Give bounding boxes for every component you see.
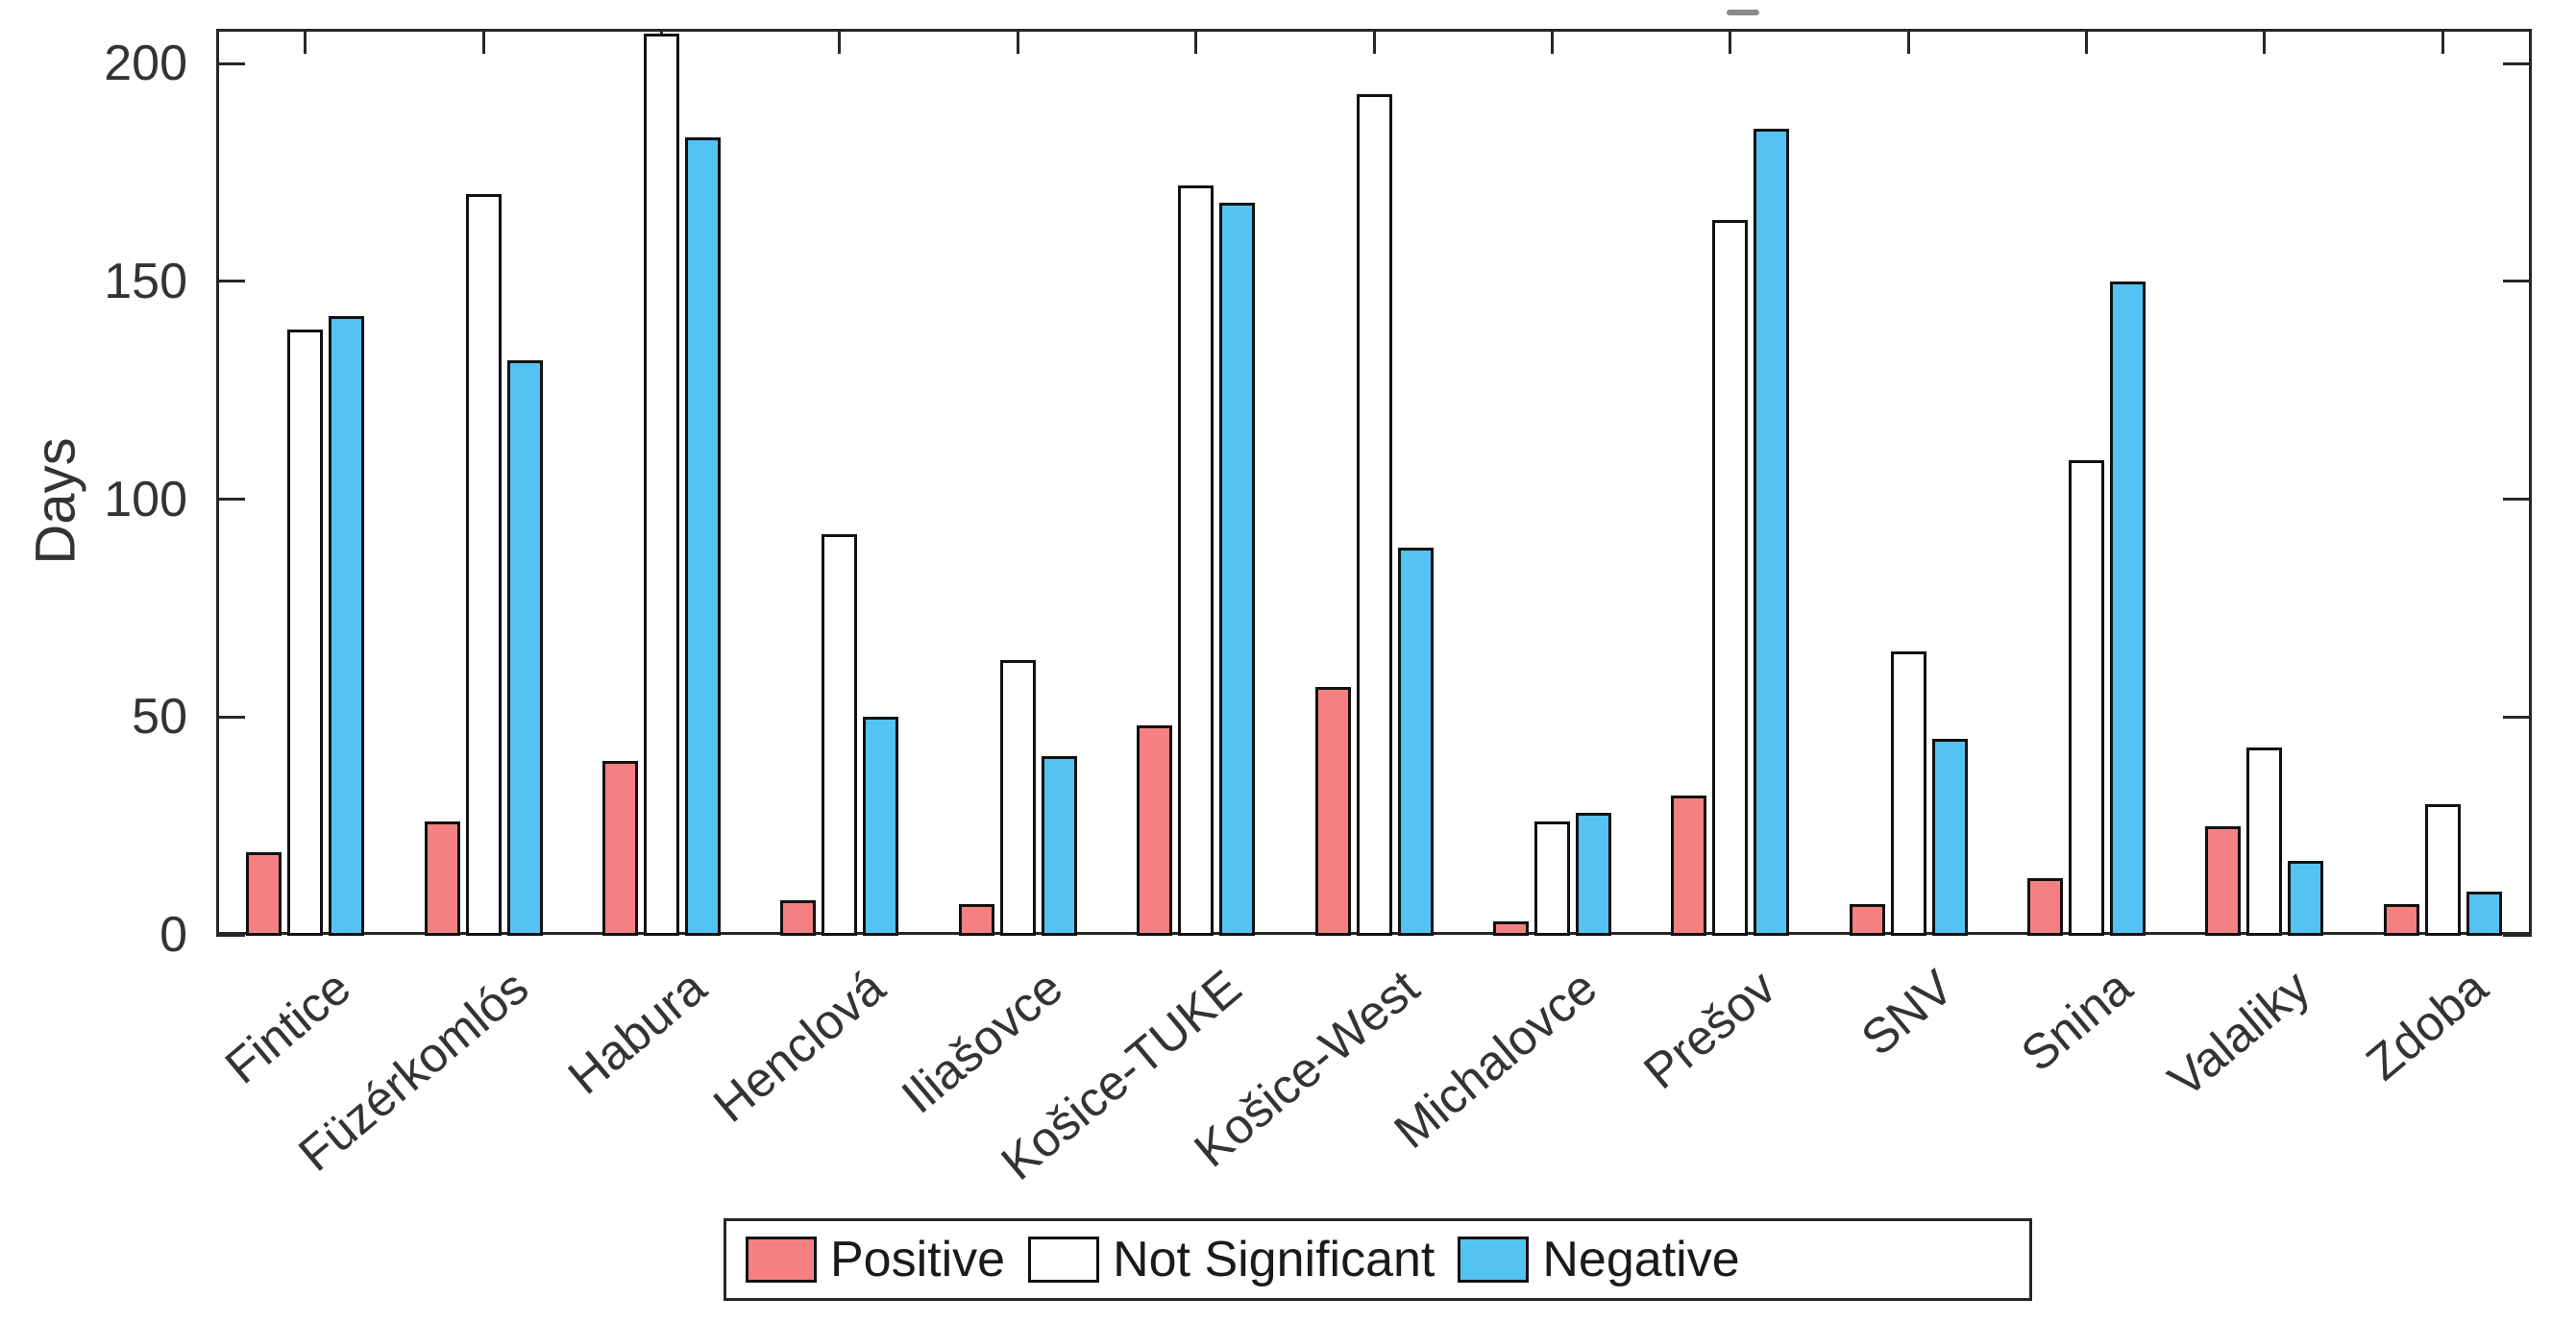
bar-not-significant [2246, 747, 2283, 936]
y-tick-label: 150 [104, 253, 187, 309]
y-tick-right [2503, 280, 2532, 283]
bar-positive [424, 821, 460, 936]
legend-swatch-icon [1458, 1237, 1530, 1283]
x-tick-top [2441, 29, 2444, 54]
x-tick-top [2085, 29, 2089, 54]
x-tick-top [838, 29, 842, 54]
legend-item: Positive [746, 1231, 1005, 1288]
x-tick-label: Valaliky [2157, 959, 2320, 1108]
bar-negative [506, 359, 543, 936]
legend-label: Positive [830, 1232, 1006, 1287]
bar-not-significant [1712, 220, 1749, 936]
bar-positive [2027, 878, 2064, 936]
bar-not-significant [822, 533, 858, 936]
legend-item: Not Significant [1028, 1231, 1435, 1288]
x-tick-label: Snina [2010, 959, 2142, 1082]
y-tick-left [216, 933, 245, 937]
bar-negative [863, 717, 899, 936]
legend-item: Negative [1458, 1231, 1740, 1288]
bar-negative [1754, 129, 1790, 936]
x-tick-label: Henclová [702, 959, 895, 1133]
bar-negative [1041, 756, 1077, 936]
y-tick-right [2503, 715, 2532, 719]
bar-positive [1671, 795, 1707, 936]
x-tick-label: Iliašovce [891, 959, 1073, 1124]
x-tick-top [2263, 29, 2267, 54]
legend: Positive Not Significant Negative [724, 1218, 2032, 1301]
bar-negative [2466, 891, 2502, 936]
y-tick-right [2503, 61, 2532, 65]
x-tick-label: Prešov [1632, 959, 1786, 1100]
bar-not-significant [643, 33, 679, 936]
y-tick-left [216, 280, 245, 283]
bar-not-significant [999, 660, 1036, 936]
y-tick-left [216, 498, 245, 502]
bar-negative [329, 316, 365, 936]
bar-negative [2110, 281, 2147, 936]
x-tick-top [1906, 29, 1910, 54]
bar-positive [2205, 825, 2242, 936]
bar-not-significant [2069, 459, 2105, 936]
bar-not-significant [1890, 651, 1926, 936]
bar-positive [1314, 686, 1351, 936]
bar-positive [246, 851, 282, 936]
x-tick-label: Fintice [214, 959, 361, 1094]
bar-positive [2383, 904, 2419, 936]
x-tick-label: SNV [1851, 959, 1964, 1066]
legend-label: Negative [1542, 1232, 1740, 1287]
x-tick-label: Habura [558, 959, 717, 1105]
x-tick-top [1729, 29, 1732, 54]
x-tick-top [1016, 29, 1019, 54]
x-tick-top [304, 29, 307, 54]
bar-positive [1137, 725, 1173, 936]
bar-not-significant [2424, 803, 2461, 936]
y-tick-label: 0 [159, 907, 187, 963]
bar-negative [1397, 547, 1434, 936]
y-tick-right [2503, 933, 2532, 937]
bar-negative [2288, 860, 2324, 936]
legend-swatch-icon [1028, 1237, 1100, 1283]
bar-positive [1849, 904, 1885, 936]
bar-positive [780, 899, 817, 936]
y-tick-label: 200 [104, 36, 187, 92]
bar-negative [1931, 738, 1968, 936]
bar-positive [958, 904, 994, 936]
y-tick-label: 100 [104, 471, 187, 527]
y-tick-label: 50 [132, 689, 187, 746]
bar-negative [1219, 203, 1256, 936]
bar-positive [1492, 921, 1529, 936]
y-tick-left [216, 61, 245, 65]
bar-not-significant [1178, 185, 1214, 936]
bar-negative [684, 137, 721, 936]
y-tick-right [2503, 498, 2532, 502]
bar-negative [1575, 813, 1611, 936]
legend-swatch-icon [746, 1237, 817, 1283]
bar-not-significant [287, 329, 324, 936]
smudge-artifact [1727, 10, 1759, 15]
x-tick-top [1372, 29, 1376, 54]
legend-label: Not Significant [1113, 1232, 1435, 1287]
x-tick-label: Zdoba [2356, 959, 2498, 1091]
x-tick-top [1194, 29, 1198, 54]
bar-not-significant [1356, 94, 1392, 936]
bar-not-significant [1533, 821, 1570, 936]
bar-not-significant [465, 194, 502, 936]
bar-positive [601, 760, 638, 936]
x-tick-top [481, 29, 485, 54]
x-tick-top [1550, 29, 1554, 54]
y-tick-left [216, 715, 245, 719]
